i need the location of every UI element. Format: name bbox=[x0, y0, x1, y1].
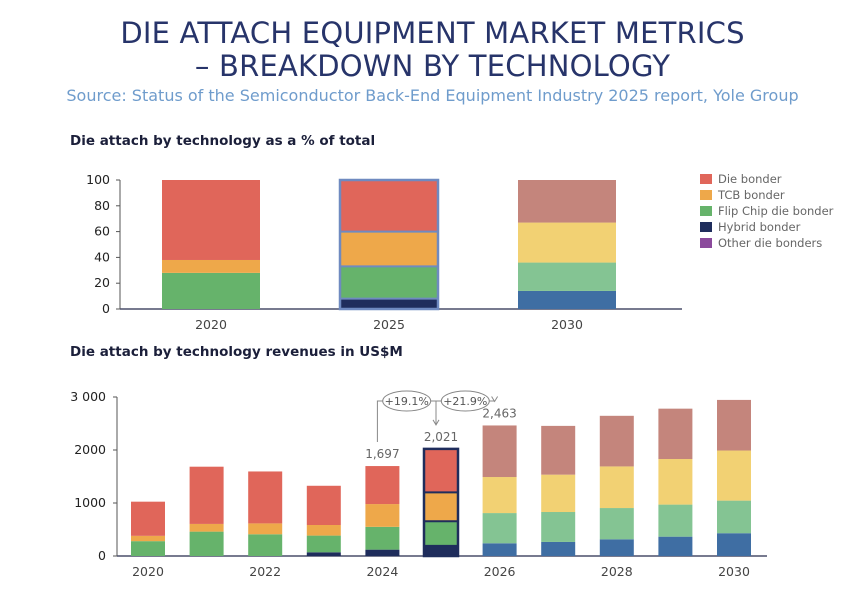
bar-segment-flip-chip-die-bonder bbox=[248, 534, 283, 556]
y-tick-label: 20 bbox=[94, 275, 110, 290]
bar-segment-flip-chip-die-bonder bbox=[658, 504, 693, 537]
x-tick-label: 2025 bbox=[373, 317, 405, 332]
y-tick-label: 100 bbox=[86, 172, 110, 187]
bar-segment-die-bonder bbox=[599, 415, 634, 467]
x-tick-label: 2030 bbox=[551, 317, 583, 332]
y-tick-label: 0 bbox=[102, 301, 110, 316]
title-line-2: – BREAKDOWN BY TECHNOLOGY bbox=[194, 49, 671, 83]
legend-swatch bbox=[700, 174, 712, 184]
bar-segment-tcb-bonder bbox=[541, 474, 576, 513]
bar-segment-tcb-bonder bbox=[248, 523, 283, 535]
source-text: Source: Status of the Semiconductor Back… bbox=[66, 86, 799, 105]
bar-segment-flip-chip-die-bonder bbox=[365, 526, 400, 550]
title-line-1: DIE ATTACH EQUIPMENT MARKET METRICS bbox=[120, 16, 745, 50]
bar-segment-tcb-bonder bbox=[424, 492, 458, 522]
bar-segment-hybrid-bonder bbox=[599, 539, 634, 556]
y-tick-label: 0 bbox=[98, 548, 106, 563]
bar-segment-hybrid-bonder bbox=[365, 549, 400, 556]
x-tick-label: 2026 bbox=[484, 564, 516, 579]
data-label: 2,021 bbox=[424, 430, 458, 444]
bar-segment-die-bonder bbox=[248, 471, 283, 524]
bar-segment-hybrid-bonder bbox=[541, 541, 576, 556]
chart2-title: Die attach by technology revenues in US$… bbox=[70, 344, 403, 360]
legend-swatch bbox=[700, 206, 712, 216]
bar-segment-flip-chip-die-bonder bbox=[306, 535, 341, 553]
bar-segment-tcb-bonder bbox=[189, 523, 224, 532]
bar-segment-tcb-bonder bbox=[599, 466, 634, 509]
bar-segment-tcb-bonder bbox=[365, 504, 400, 527]
bar-segment-flip-chip-die-bonder bbox=[717, 500, 751, 534]
growth-label: +21.9% bbox=[443, 395, 487, 408]
bar-segment-die-bonder bbox=[717, 399, 751, 451]
legend-item-hybrid-bonder: Hybrid bonder bbox=[700, 219, 833, 235]
bar-segment-hybrid-bonder bbox=[424, 545, 458, 556]
bar-segment-die-bonder bbox=[189, 466, 224, 524]
bar-segment-die-bonder bbox=[424, 448, 458, 493]
bar-segment-die-bonder bbox=[482, 425, 517, 478]
bar-segment-tcb-bonder bbox=[340, 231, 438, 267]
bar-segment-flip-chip-die-bonder bbox=[424, 521, 458, 546]
bar-segment-hybrid-bonder bbox=[482, 543, 517, 556]
bar-segment-die-bonder bbox=[365, 466, 400, 505]
bar-segment-die-bonder bbox=[541, 425, 576, 475]
x-tick-label: 2024 bbox=[366, 564, 398, 579]
bar-segment-flip-chip-die-bonder bbox=[599, 508, 634, 540]
arrow-head-icon bbox=[491, 396, 499, 403]
bar-segment-flip-chip-die-bonder bbox=[482, 513, 517, 544]
bar-segment-die-bonder bbox=[518, 180, 616, 223]
growth-connector bbox=[376, 400, 383, 443]
legend-swatch bbox=[700, 238, 712, 248]
bar-segment-tcb-bonder bbox=[518, 222, 616, 263]
legend: Die bonder TCB bonder Flip Chip die bond… bbox=[700, 171, 833, 251]
y-tick-label: 2000 bbox=[74, 442, 106, 457]
chart1-title: Die attach by technology as a % of total bbox=[70, 133, 376, 149]
bar-segment-flip-chip-die-bonder bbox=[131, 541, 165, 556]
bar-segment-die-bonder bbox=[162, 180, 260, 260]
legend-item-flip-chip: Flip Chip die bonder bbox=[700, 203, 833, 219]
bar-segment-die-bonder bbox=[658, 408, 693, 460]
data-label: 2,463 bbox=[482, 406, 516, 420]
bar-segment-tcb-bonder bbox=[306, 524, 341, 536]
bar-segment-tcb-bonder bbox=[658, 459, 693, 505]
legend-item-tcb-bonder: TCB bonder bbox=[700, 187, 833, 203]
bar-segment-tcb-bonder bbox=[162, 259, 260, 273]
bar-segment-tcb-bonder bbox=[717, 450, 751, 501]
x-tick-label: 2030 bbox=[718, 564, 750, 579]
bar-segment-hybrid-bonder bbox=[717, 533, 751, 556]
x-tick-label: 2022 bbox=[249, 564, 281, 579]
y-tick-label: 60 bbox=[94, 224, 110, 239]
bar-segment-hybrid-bonder bbox=[306, 552, 341, 556]
legend-swatch bbox=[700, 222, 712, 232]
bar-segment-hybrid-bonder bbox=[518, 290, 616, 309]
legend-item-other: Other die bonders bbox=[700, 235, 833, 251]
growth-label: +19.1% bbox=[385, 395, 429, 408]
growth-bubble bbox=[440, 390, 490, 412]
bar-segment-hybrid-bonder bbox=[340, 298, 438, 309]
growth-connector bbox=[435, 400, 442, 425]
y-tick-label: 40 bbox=[94, 249, 110, 264]
bar-segment-flip-chip-die-bonder bbox=[518, 262, 616, 291]
legend-swatch bbox=[700, 190, 712, 200]
bar-segment-tcb-bonder bbox=[131, 535, 165, 542]
x-tick-label: 2020 bbox=[195, 317, 227, 332]
bar-segment-flip-chip-die-bonder bbox=[162, 272, 260, 309]
bar-segment-tcb-bonder bbox=[482, 477, 517, 514]
bar-segment-flip-chip-die-bonder bbox=[541, 512, 576, 542]
data-label: 1,697 bbox=[365, 447, 399, 461]
growth-bubble bbox=[382, 390, 432, 412]
x-tick-label: 2028 bbox=[601, 564, 633, 579]
y-tick-label: 3 000 bbox=[70, 389, 106, 404]
bar-segment-hybrid-bonder bbox=[658, 536, 693, 556]
bar-segment-die-bonder bbox=[306, 485, 341, 525]
bar-segment-die-bonder bbox=[340, 180, 438, 232]
y-tick-label: 80 bbox=[94, 198, 110, 213]
y-tick-label: 1000 bbox=[74, 495, 106, 510]
x-tick-label: 2020 bbox=[132, 564, 164, 579]
bar-segment-flip-chip-die-bonder bbox=[189, 531, 224, 556]
bar-segment-die-bonder bbox=[131, 501, 165, 536]
legend-item-die-bonder: Die bonder bbox=[700, 171, 833, 187]
highlight-frame bbox=[422, 447, 460, 558]
bar-segment-flip-chip-die-bonder bbox=[340, 266, 438, 299]
